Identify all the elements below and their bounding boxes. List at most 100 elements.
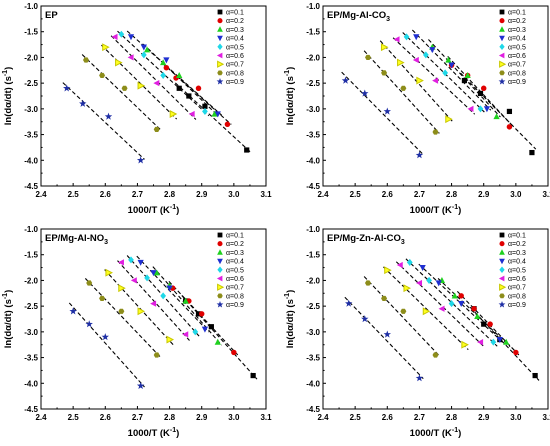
legend-marker-5 bbox=[217, 43, 223, 51]
data-point-s7-1 bbox=[105, 268, 113, 277]
y-tick-label: -3.0 bbox=[306, 105, 320, 114]
data-point-s9-1 bbox=[345, 299, 353, 307]
x-tick-label: 2.5 bbox=[350, 413, 362, 422]
y-tick-label: -2.5 bbox=[24, 302, 38, 311]
data-point-s5-2 bbox=[426, 276, 432, 284]
data-point-s9-3 bbox=[383, 107, 391, 115]
legend-marker-9 bbox=[216, 301, 224, 308]
y-tick-label: -4.5 bbox=[306, 182, 320, 191]
x-axis-label: 1000/T (K-1) bbox=[128, 427, 180, 439]
legend-label-9: α=0.9 bbox=[508, 302, 526, 309]
y-tick-label: -2.0 bbox=[24, 276, 38, 285]
legend-label-6: α=0.6 bbox=[508, 53, 526, 60]
data-point-s5-4 bbox=[192, 328, 199, 336]
fit-line-6 bbox=[117, 260, 190, 341]
y-tick-label: -2.5 bbox=[24, 79, 38, 88]
data-point-s4-1 bbox=[413, 34, 420, 41]
data-point-s4-3 bbox=[458, 300, 465, 307]
x-tick-label: 3.1 bbox=[260, 190, 272, 199]
legend-label-5: α=0.5 bbox=[226, 44, 244, 51]
data-point-s1-2 bbox=[477, 90, 484, 97]
data-point-s4-2 bbox=[150, 270, 157, 277]
x-tick-label: 3.0 bbox=[228, 190, 240, 199]
legend-label-5: α=0.5 bbox=[226, 267, 244, 274]
x-tick-label: 2.6 bbox=[382, 190, 394, 199]
data-point-s8-3 bbox=[121, 85, 128, 91]
legend-marker-4 bbox=[499, 258, 505, 265]
data-point-s8-2 bbox=[99, 295, 106, 302]
data-point-s6-3 bbox=[432, 77, 439, 84]
data-point-s9-2 bbox=[85, 320, 93, 328]
data-point-s3-1 bbox=[153, 269, 160, 276]
x-tick-label: 2.8 bbox=[164, 190, 176, 199]
data-point-s4-3 bbox=[166, 285, 173, 292]
legend-label-5: α=0.5 bbox=[508, 44, 526, 51]
y-tick-label: -3.0 bbox=[306, 328, 320, 337]
legend-label-8: α=0.8 bbox=[226, 70, 244, 77]
x-tick-label: 2.4 bbox=[317, 190, 329, 199]
x-tick-label: 2.4 bbox=[35, 413, 47, 422]
legend-marker-5 bbox=[499, 266, 505, 274]
legend-marker-3 bbox=[217, 249, 223, 255]
data-point-s9-2 bbox=[361, 315, 369, 323]
legend-marker-1 bbox=[499, 9, 505, 15]
x-tick-label: 2.6 bbox=[382, 413, 394, 422]
data-point-s6-3 bbox=[438, 305, 445, 312]
fit-line-2 bbox=[456, 291, 521, 357]
data-point-s8-4 bbox=[153, 126, 160, 133]
data-point-s4-4 bbox=[201, 326, 209, 333]
data-point-s6-2 bbox=[416, 279, 423, 287]
data-point-s7-1 bbox=[102, 43, 110, 52]
data-point-s6-2 bbox=[127, 54, 134, 61]
data-point-s9-3 bbox=[101, 333, 109, 341]
y-tick-label: -1.5 bbox=[24, 28, 38, 37]
data-point-s2-1 bbox=[458, 293, 464, 299]
legend-label-2: α=0.2 bbox=[226, 241, 244, 248]
legend-label-3: α=0.3 bbox=[226, 27, 244, 34]
data-point-s7-1 bbox=[380, 43, 389, 52]
x-tick-label: 2.4 bbox=[317, 413, 329, 422]
legend-marker-8 bbox=[217, 293, 223, 299]
data-point-s7-1 bbox=[384, 266, 392, 275]
x-tick-label: 2.7 bbox=[414, 190, 426, 199]
data-point-s7-4 bbox=[166, 335, 175, 344]
y-tick-label: -3.5 bbox=[24, 131, 38, 140]
legend-marker-1 bbox=[217, 232, 223, 238]
data-point-s8-4 bbox=[432, 352, 439, 358]
legend-marker-6 bbox=[498, 52, 505, 59]
y-tick-label: -4.5 bbox=[306, 405, 320, 414]
legend-marker-3 bbox=[217, 26, 223, 32]
data-point-s9-2 bbox=[79, 99, 87, 107]
data-point-s9-4 bbox=[136, 156, 145, 164]
legend-label-5: α=0.5 bbox=[508, 267, 526, 274]
x-tick-label: 2.8 bbox=[446, 190, 458, 199]
panel-title: EP/Mg-Al-NO3 bbox=[45, 233, 108, 246]
data-point-s3-2 bbox=[451, 292, 458, 299]
data-point-s6-4 bbox=[188, 110, 195, 118]
x-axis-label: 1000/T (K-1) bbox=[410, 204, 462, 216]
x-tick-label: 2.5 bbox=[68, 413, 80, 422]
fit-line-7 bbox=[101, 44, 178, 120]
data-point-s4-3 bbox=[163, 57, 170, 64]
data-point-s3-4 bbox=[214, 338, 221, 345]
x-tick-label: 2.7 bbox=[414, 413, 426, 422]
legend-marker-5 bbox=[217, 266, 223, 274]
data-point-s6-2 bbox=[412, 56, 419, 64]
y-tick-label: -2.0 bbox=[24, 53, 38, 62]
fit-line-6 bbox=[110, 35, 197, 120]
data-point-s1-1 bbox=[461, 77, 468, 84]
y-axis-label: ln(dα/dt) (s-1) bbox=[284, 290, 296, 349]
y-tick-label: -3.5 bbox=[306, 131, 320, 140]
data-point-s8-2 bbox=[381, 295, 388, 302]
legend-marker-8 bbox=[499, 70, 505, 76]
panel-title: EP/Mg-Zn-Al-CO3 bbox=[327, 233, 405, 246]
legend-label-1: α=0.1 bbox=[226, 10, 244, 17]
legend-label-4: α=0.4 bbox=[508, 36, 526, 43]
data-point-s6-1 bbox=[393, 36, 400, 43]
legend-label-7: α=0.7 bbox=[508, 285, 526, 292]
data-point-s5-2 bbox=[144, 274, 150, 282]
data-point-s6-3 bbox=[153, 80, 160, 87]
legend-marker-3 bbox=[499, 26, 505, 32]
legend-label-8: α=0.8 bbox=[226, 293, 244, 300]
